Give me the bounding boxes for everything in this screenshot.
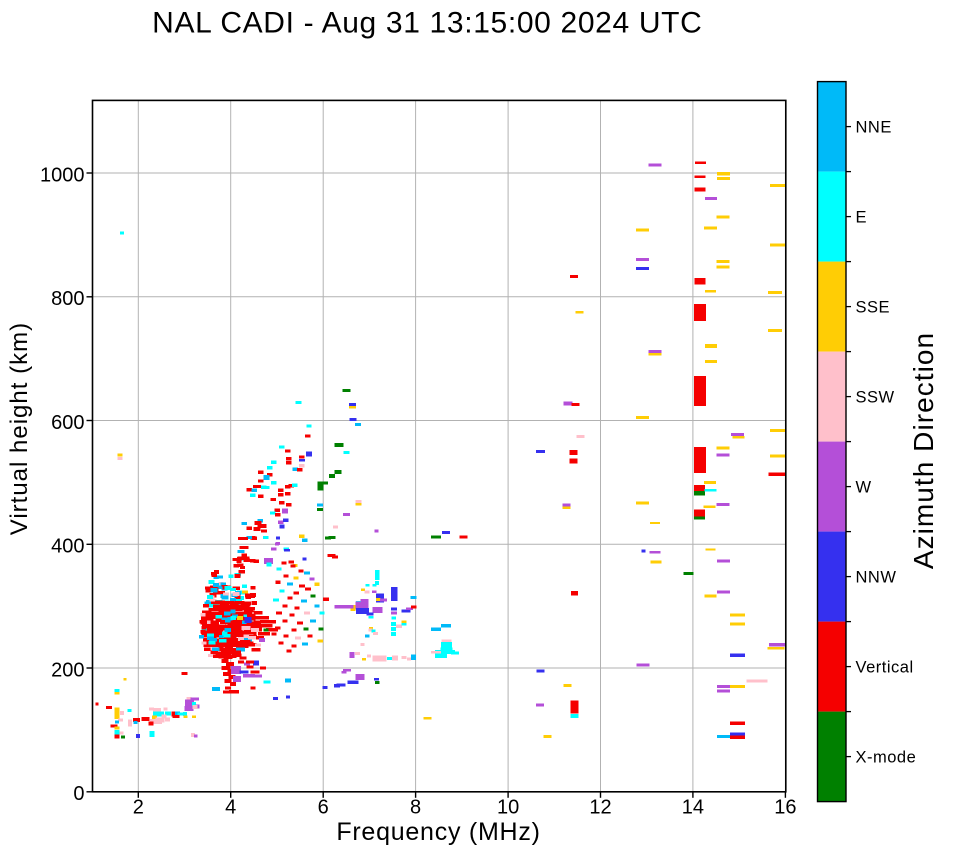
svg-text:Vertical: Vertical	[856, 659, 914, 677]
svg-text:200: 200	[51, 659, 84, 681]
svg-text:NAL CADI - Aug 31 13:15:00 202: NAL CADI - Aug 31 13:15:00 2024 UTC	[152, 6, 702, 39]
svg-text:SSW: SSW	[856, 389, 895, 407]
svg-text:W: W	[856, 479, 872, 497]
svg-text:NNE: NNE	[856, 119, 892, 137]
svg-text:1000: 1000	[40, 164, 85, 186]
svg-text:Azimuth Direction: Azimuth Direction	[908, 332, 939, 569]
svg-text:12: 12	[589, 796, 611, 818]
svg-text:6: 6	[318, 796, 329, 818]
svg-text:400: 400	[51, 536, 84, 558]
svg-text:SSE: SSE	[856, 299, 891, 317]
svg-text:Virtual height (km): Virtual height (km)	[6, 322, 33, 535]
svg-text:8: 8	[410, 796, 421, 818]
svg-text:E: E	[856, 209, 868, 227]
svg-text:Frequency (MHz): Frequency (MHz)	[336, 818, 540, 846]
svg-text:0: 0	[73, 783, 84, 805]
svg-text:14: 14	[682, 796, 704, 818]
svg-text:10: 10	[497, 796, 519, 818]
svg-text:800: 800	[51, 288, 84, 310]
svg-text:2: 2	[133, 796, 144, 818]
svg-text:600: 600	[51, 412, 84, 434]
svg-text:X-mode: X-mode	[856, 749, 917, 767]
svg-text:NNW: NNW	[856, 569, 897, 587]
svg-text:4: 4	[225, 796, 236, 818]
svg-text:16: 16	[774, 796, 796, 818]
